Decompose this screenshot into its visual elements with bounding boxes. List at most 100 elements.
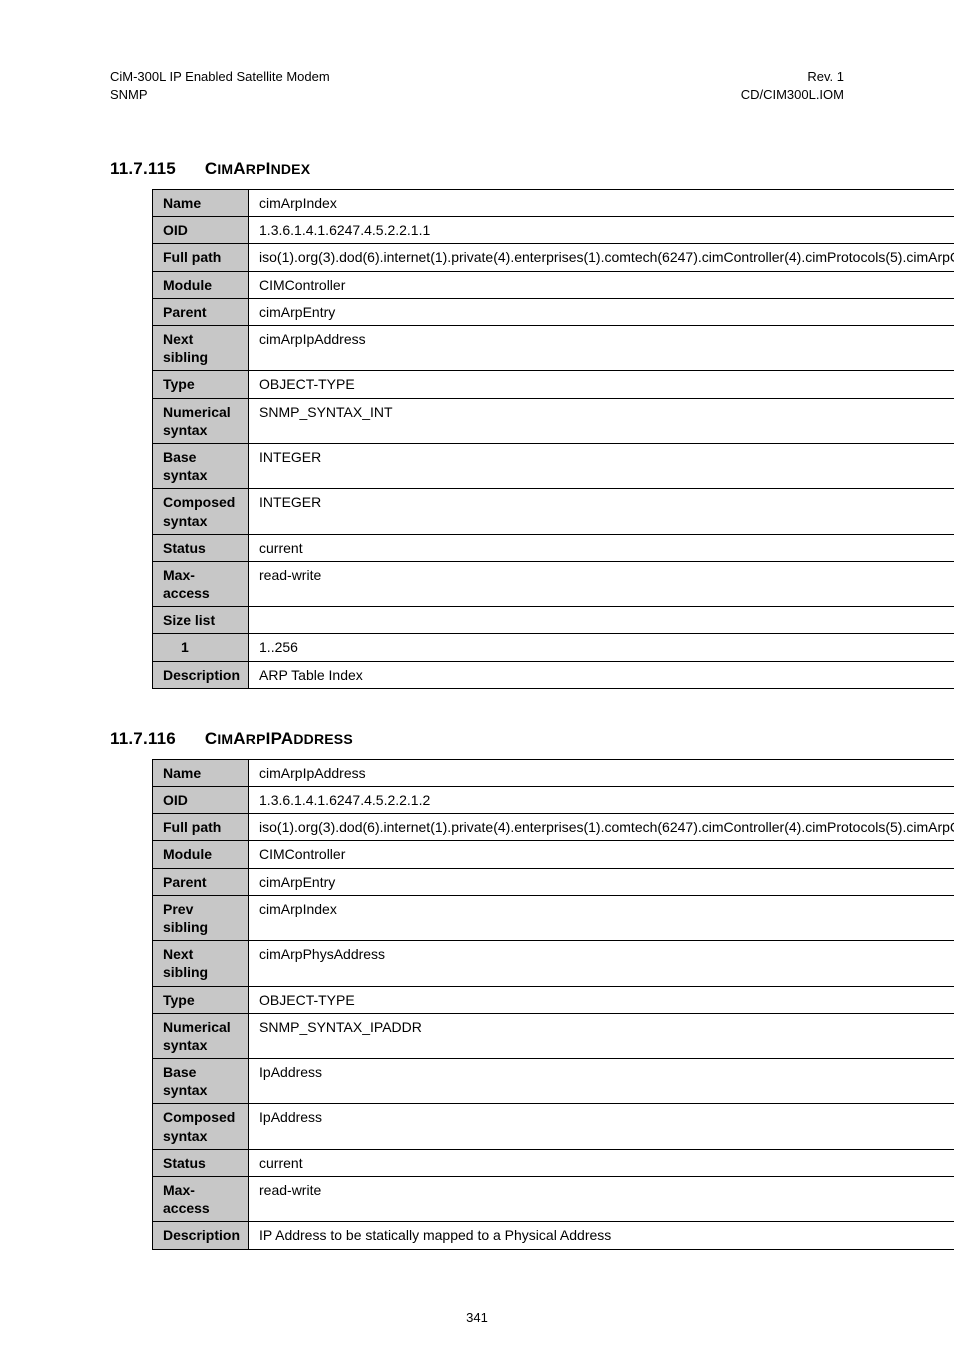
header-right-line1: Rev. 1 [741,68,844,86]
row-value: iso(1).org(3).dod(6).internet(1).private… [249,244,954,271]
row-label: Next sibling [153,941,249,986]
row-value: current [249,534,954,561]
row-value: SNMP_SYNTAX_INT [249,398,954,443]
row-label: OID [153,787,249,814]
row-label: Description [153,661,249,688]
section-number-1: 11.7.115 [110,159,176,179]
table-row: Statuscurrent [153,534,954,561]
row-value: CIMController [249,841,954,868]
table-row: Next siblingcimArpPhysAddress [153,941,954,986]
row-label: Status [153,534,249,561]
table-row: Statuscurrent [153,1149,954,1176]
section-heading-2: 11.7.116 CIMARPIPADDRESS [110,729,844,749]
row-label: Full path [153,814,249,841]
row-value [249,607,954,634]
table-row: ParentcimArpEntry [153,868,954,895]
row-value: SNMP_SYNTAX_IPADDR [249,1013,954,1058]
row-label: Name [153,759,249,786]
table-row: Full pathiso(1).org(3).dod(6).internet(1… [153,244,954,271]
row-label: OID [153,217,249,244]
row-value: read-write [249,561,954,606]
row-label: Full path [153,244,249,271]
table-row: NamecimArpIpAddress [153,759,954,786]
row-value: cimArpIpAddress [249,759,954,786]
row-value: cimArpPhysAddress [249,941,954,986]
table-row: ParentcimArpEntry [153,298,954,325]
row-label: Name [153,190,249,217]
row-value: cimArpIpAddress [249,326,954,371]
row-value: IpAddress [249,1059,954,1104]
header-left-line2: SNMP [110,86,330,104]
row-value: cimArpEntry [249,868,954,895]
row-label: 1 [153,634,249,661]
section-number-2: 11.7.116 [110,729,176,749]
page-number: 341 [110,1310,844,1325]
row-value: iso(1).org(3).dod(6).internet(1).private… [249,814,954,841]
row-label: Numerical syntax [153,398,249,443]
table-row: Max-accessread-write [153,561,954,606]
header-left-line1: CiM-300L IP Enabled Satellite Modem [110,68,330,86]
row-label: Description [153,1222,249,1249]
table-row: NamecimArpIndex [153,190,954,217]
section-title-1: CIMARPINDEX [205,159,310,178]
row-label: Type [153,371,249,398]
table-row: TypeOBJECT-TYPE [153,986,954,1013]
table-row: DescriptionIP Address to be statically m… [153,1222,954,1249]
table-row: TypeOBJECT-TYPE [153,371,954,398]
row-label: Composed syntax [153,489,249,534]
table-row: Base syntaxIpAddress [153,1059,954,1104]
table-row: 11..256 [153,634,954,661]
row-value: CIMController [249,271,954,298]
table-row: Max-accessread-write [153,1177,954,1222]
header-right-line2: CD/CIM300L.IOM [741,86,844,104]
row-label: Module [153,271,249,298]
row-label: Module [153,841,249,868]
header-right: Rev. 1 CD/CIM300L.IOM [741,68,844,103]
row-label: Max-access [153,561,249,606]
row-label: Composed syntax [153,1104,249,1149]
row-value: 1..256 [249,634,954,661]
row-value: cimArpIndex [249,895,954,940]
row-label: Next sibling [153,326,249,371]
row-value: INTEGER [249,489,954,534]
table-row: Base syntaxINTEGER [153,443,954,488]
row-value: ARP Table Index [249,661,954,688]
row-value: IP Address to be statically mapped to a … [249,1222,954,1249]
page-header: CiM-300L IP Enabled Satellite Modem SNMP… [110,68,844,103]
section-title-2: CIMARPIPADDRESS [205,729,353,748]
row-label: Numerical syntax [153,1013,249,1058]
table-row: Size list [153,607,954,634]
row-label: Prev sibling [153,895,249,940]
table-row: Prev siblingcimArpIndex [153,895,954,940]
row-value: cimArpEntry [249,298,954,325]
section-heading-1: 11.7.115 CIMARPINDEX [110,159,844,179]
row-value: INTEGER [249,443,954,488]
header-left: CiM-300L IP Enabled Satellite Modem SNMP [110,68,330,103]
row-label: Parent [153,868,249,895]
table-row: OID1.3.6.1.4.1.6247.4.5.2.2.1.2 [153,787,954,814]
table-row: DescriptionARP Table Index [153,661,954,688]
row-label: Parent [153,298,249,325]
row-value: cimArpIndex [249,190,954,217]
row-value: current [249,1149,954,1176]
row-label: Base syntax [153,443,249,488]
row-label: Base syntax [153,1059,249,1104]
row-value: read-write [249,1177,954,1222]
table-row: Next siblingcimArpIpAddress [153,326,954,371]
table-row: ModuleCIMController [153,271,954,298]
row-label: Size list [153,607,249,634]
row-value: OBJECT-TYPE [249,986,954,1013]
spec-table-1: NamecimArpIndexOID1.3.6.1.4.1.6247.4.5.2… [152,189,954,689]
row-value: OBJECT-TYPE [249,371,954,398]
row-value: 1.3.6.1.4.1.6247.4.5.2.2.1.2 [249,787,954,814]
table-row: Numerical syntaxSNMP_SYNTAX_IPADDR [153,1013,954,1058]
table-row: Composed syntaxINTEGER [153,489,954,534]
table-row: Numerical syntaxSNMP_SYNTAX_INT [153,398,954,443]
row-label: Status [153,1149,249,1176]
spec-table-2: NamecimArpIpAddressOID1.3.6.1.4.1.6247.4… [152,759,954,1250]
row-label: Max-access [153,1177,249,1222]
table-row: ModuleCIMController [153,841,954,868]
table-row: OID1.3.6.1.4.1.6247.4.5.2.2.1.1 [153,217,954,244]
row-value: 1.3.6.1.4.1.6247.4.5.2.2.1.1 [249,217,954,244]
row-value: IpAddress [249,1104,954,1149]
